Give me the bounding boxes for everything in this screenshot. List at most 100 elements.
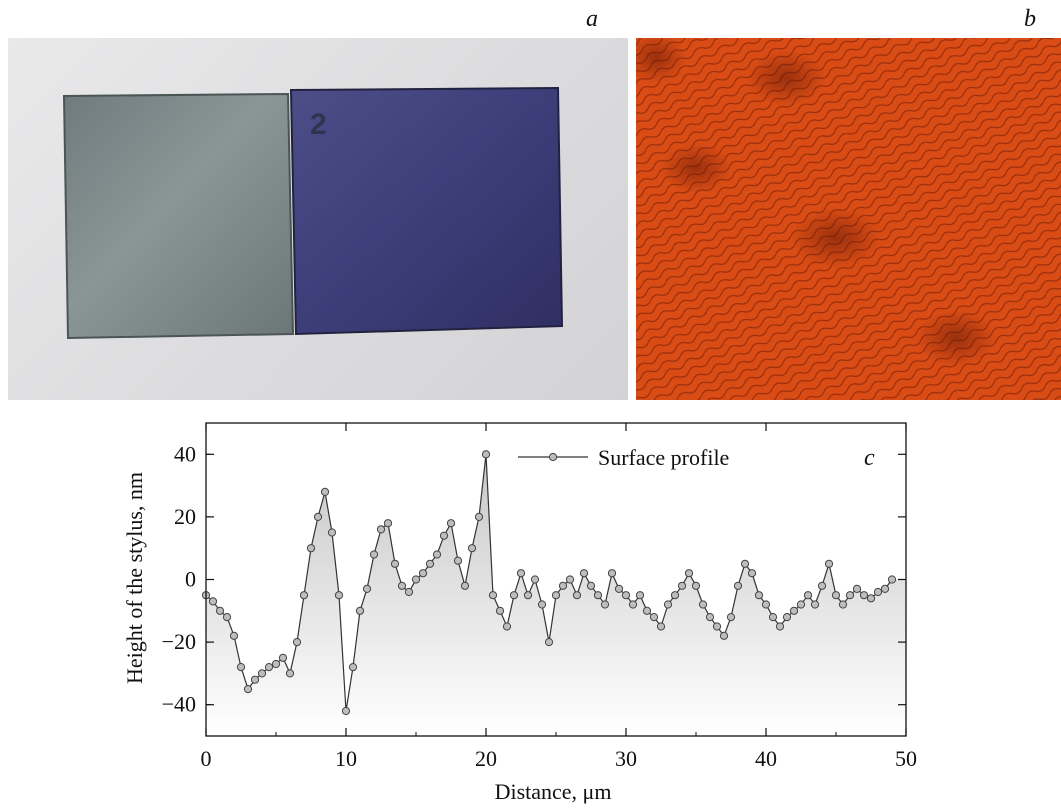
surface-profile-chart: 0 10 20 30 40 50 −40 −20 0 20 40 Surface profile c…	[100, 405, 1061, 807]
data-point	[481, 450, 491, 459]
data-point	[642, 606, 652, 615]
data-point	[306, 544, 316, 553]
data-point	[369, 550, 379, 559]
x-tick-label: 20	[475, 746, 497, 771]
panel-label-a: a	[586, 6, 598, 32]
microscope-image	[636, 38, 1061, 400]
x-axis-label: Distance, μm	[495, 779, 612, 804]
data-point	[621, 591, 631, 600]
y-tick-label: 20	[174, 504, 196, 529]
surface-profile-svg: 0 10 20 30 40 50 −40 −20 0 20 40 Surface profile c…	[122, 422, 917, 804]
data-point	[586, 581, 596, 590]
data-point	[656, 622, 666, 631]
data-point	[376, 525, 386, 534]
data-point	[565, 575, 575, 584]
data-point	[733, 581, 743, 590]
data-point	[257, 669, 267, 678]
data-point	[866, 594, 876, 603]
data-point	[600, 600, 610, 609]
legend-label: Surface profile	[598, 445, 729, 470]
data-point	[250, 675, 260, 684]
data-point	[404, 587, 414, 597]
data-point	[446, 519, 456, 528]
data-point	[614, 584, 624, 593]
data-point	[320, 487, 330, 497]
data-point	[817, 581, 827, 590]
data-point	[537, 600, 547, 609]
data-point	[397, 581, 407, 590]
data-point	[859, 591, 869, 600]
data-point	[222, 613, 232, 622]
data-point	[285, 669, 295, 678]
data-point	[635, 591, 645, 600]
sample-plate-right	[289, 86, 564, 336]
data-point	[831, 591, 841, 600]
data-point	[572, 591, 582, 600]
data-point	[411, 575, 421, 584]
data-point	[313, 512, 323, 522]
x-tick-label: 40	[755, 746, 777, 771]
data-point	[348, 663, 358, 672]
data-point	[467, 544, 477, 553]
data-point	[698, 600, 708, 609]
x-tick-label: 0	[201, 746, 212, 771]
data-point	[670, 591, 680, 600]
data-point	[544, 638, 554, 647]
data-point	[229, 631, 239, 640]
data-point	[271, 659, 281, 669]
data-point	[439, 531, 449, 540]
panel-label-c: c	[864, 445, 875, 471]
data-point	[432, 550, 442, 559]
data-point	[782, 613, 792, 622]
data-point	[264, 663, 274, 672]
data-point	[299, 591, 309, 600]
data-point	[509, 591, 519, 600]
data-point	[824, 559, 834, 568]
data-point	[579, 569, 589, 578]
data-point	[768, 613, 778, 622]
data-point	[740, 559, 750, 568]
data-point	[607, 569, 617, 578]
data-point	[334, 591, 344, 600]
data-point	[558, 581, 568, 590]
data-point	[803, 591, 813, 600]
data-point	[761, 600, 771, 609]
data-point	[278, 653, 288, 662]
data-point	[705, 613, 715, 622]
y-tick-label: −40	[162, 692, 196, 717]
data-point	[663, 600, 673, 609]
data-point	[425, 559, 435, 568]
data-point	[887, 575, 897, 584]
data-point	[789, 606, 799, 615]
data-point	[551, 591, 561, 600]
data-point	[845, 591, 855, 600]
data-point	[712, 622, 722, 631]
data-point	[236, 663, 246, 672]
data-point	[775, 622, 785, 631]
data-point	[243, 685, 253, 694]
panel-label-b: b	[1024, 6, 1036, 32]
profile-area	[206, 454, 906, 736]
data-point	[796, 600, 806, 609]
data-point	[747, 569, 757, 578]
data-point	[691, 581, 701, 590]
data-point	[383, 519, 393, 528]
legend: Surface profile	[518, 445, 729, 470]
data-point	[628, 600, 638, 609]
data-point	[530, 575, 540, 584]
data-point	[208, 597, 218, 606]
data-point	[327, 528, 337, 537]
y-tick-label: 40	[174, 441, 196, 466]
data-point	[649, 613, 659, 622]
y-tick-label: 0	[185, 567, 196, 592]
y-axis-label: Height of the stylus, nm	[122, 472, 147, 684]
x-tick-label: 50	[895, 746, 917, 771]
data-point	[726, 613, 736, 622]
data-point	[677, 581, 687, 590]
x-tick-label: 10	[335, 746, 357, 771]
data-point	[341, 706, 351, 716]
data-point	[852, 584, 862, 593]
data-point	[390, 559, 400, 568]
data-point	[292, 638, 302, 647]
data-point	[362, 584, 372, 593]
